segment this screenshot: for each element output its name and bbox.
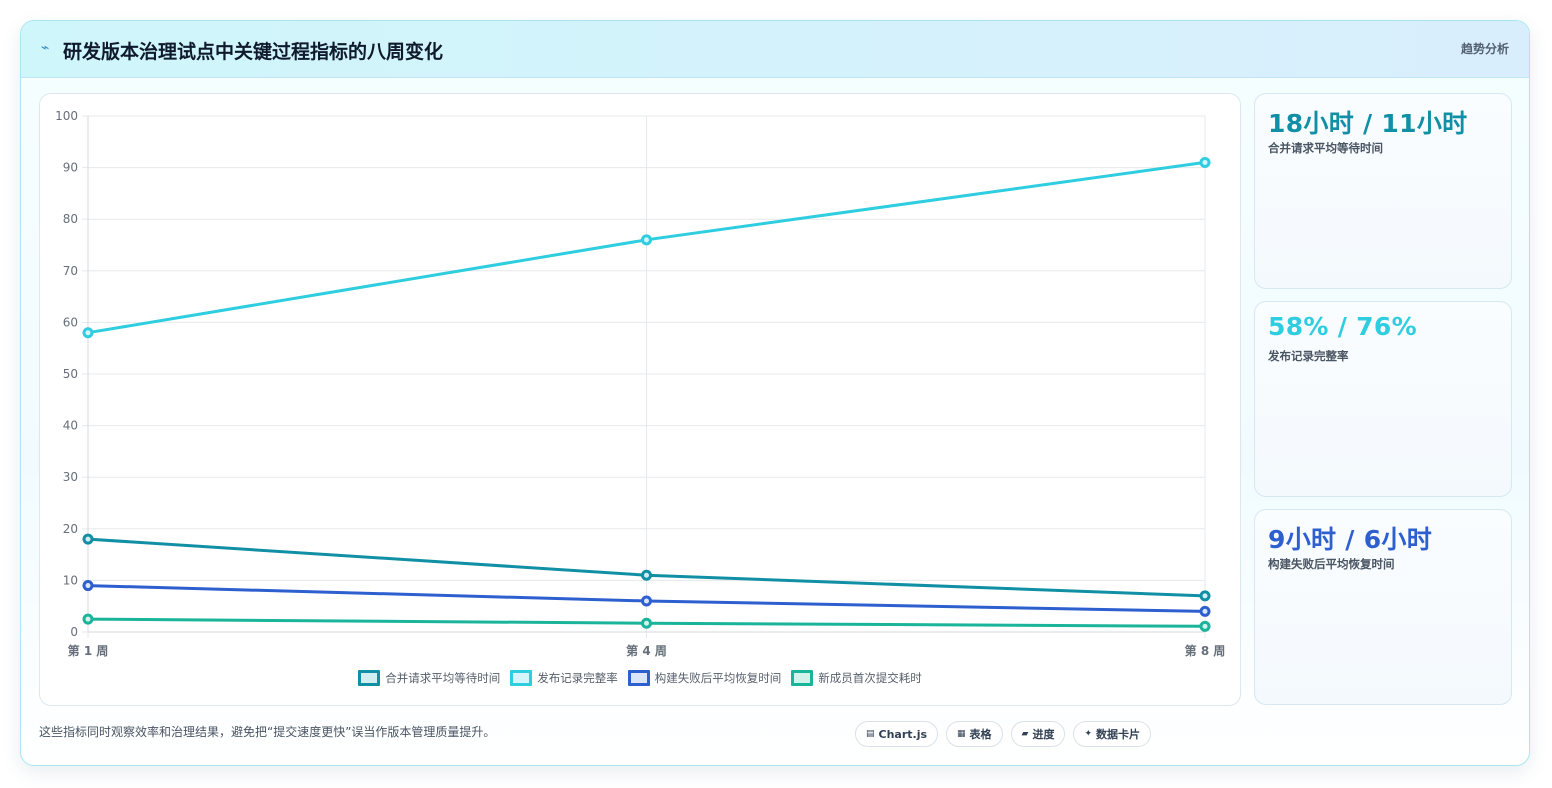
chart-icon: ▤: [866, 729, 875, 739]
y-tick-label: 10: [63, 573, 78, 587]
table-button[interactable]: ▦ 表格: [946, 721, 1003, 747]
y-tick-label: 0: [70, 625, 78, 639]
legend-label: 新成员首次提交耗时: [818, 671, 922, 685]
view-switcher: ▤ Chart.js ▦ 表格 ▰ 进度 ✦ 数据卡片: [855, 721, 1152, 747]
y-tick-label: 80: [63, 212, 78, 226]
data-point: [82, 580, 94, 592]
table-icon: ▦: [957, 729, 966, 739]
data-card-icon: ✦: [1084, 729, 1093, 739]
data-point: [1199, 156, 1211, 168]
data-point: [82, 613, 94, 625]
x-tick-label: 第 1 周: [68, 643, 109, 658]
stat-value: 9小时 / 6小时: [1268, 525, 1433, 554]
y-tick-label: 100: [55, 109, 78, 123]
pill-label: 进度: [1032, 728, 1055, 741]
data-point: [1199, 605, 1211, 617]
stat-card-merge-wait: 18小时 / 11小时 合并请求平均等待时间: [1254, 93, 1512, 289]
data-point: [82, 327, 94, 339]
chart-legend: 合并请求平均等待时间 发布记录完整率 构建失败后平均恢复时间 新成员首次提交耗时: [40, 668, 1240, 688]
progress-button[interactable]: ▰ 进度: [1010, 721, 1066, 747]
card-header: ⌁ 研发版本治理试点中关键过程指标的八周变化 趋势分析: [21, 21, 1529, 78]
data-point: [82, 533, 94, 545]
data-point: [641, 234, 652, 246]
data-card-button[interactable]: ✦ 数据卡片: [1073, 721, 1152, 747]
legend-item[interactable]: 新成员首次提交耗时: [791, 670, 922, 686]
legend-swatch: [791, 670, 814, 686]
y-tick-label: 60: [63, 315, 78, 329]
y-tick-label: 40: [63, 419, 78, 433]
data-point: [641, 595, 652, 607]
footnote: 这些指标同时观察效率和治理结果，避免把“提交速度更快”误当作版本管理质量提升。: [39, 725, 496, 739]
legend-label: 发布记录完整率: [537, 671, 618, 685]
trend-analysis-tag: 趋势分析: [1460, 42, 1509, 56]
dashboard-card: ⌁ 研发版本治理试点中关键过程指标的八周变化 趋势分析 0 10 20 30 40 50 6…: [20, 20, 1530, 766]
pill-label: 数据卡片: [1096, 728, 1141, 741]
stat-card-release-completeness: 58% / 76% 发布记录完整率: [1254, 301, 1512, 497]
y-tick-label: 30: [63, 470, 78, 484]
pill-label: Chart.js: [878, 727, 928, 741]
legend-swatch: [358, 670, 381, 686]
chart-panel: 0 10 20 30 40 50 60 70 80 90 100 第 1 周 第 4 周 第 8 周 合并…: [39, 93, 1241, 706]
x-tick-label: 第 8 周: [1185, 643, 1226, 658]
legend-label: 构建失败后平均恢复时间: [654, 671, 782, 685]
y-tick-label: 70: [63, 264, 78, 278]
data-point: [641, 617, 652, 629]
lightning-icon: ⌁: [41, 40, 50, 56]
legend-swatch: [510, 670, 533, 686]
pill-label: 表格: [969, 728, 992, 741]
stat-label: 合并请求平均等待时间: [1268, 141, 1383, 155]
y-tick-label: 90: [63, 161, 78, 175]
stat-value: 18小时 / 11小时: [1268, 109, 1468, 138]
stat-label: 构建失败后平均恢复时间: [1268, 557, 1395, 571]
page-title: 研发版本治理试点中关键过程指标的八周变化: [63, 41, 444, 63]
data-point: [641, 569, 652, 581]
stat-label: 发布记录完整率: [1268, 349, 1349, 363]
y-tick-label: 20: [63, 522, 78, 536]
y-tick-label: 50: [63, 367, 78, 381]
progress-icon: ▰: [1021, 729, 1029, 739]
stat-value: 58% / 76%: [1268, 312, 1417, 341]
legend-item[interactable]: 构建失败后平均恢复时间: [627, 670, 782, 686]
chartjs-button[interactable]: ▤ Chart.js: [855, 721, 939, 747]
legend-item[interactable]: 合并请求平均等待时间: [358, 670, 500, 686]
line-chart: 0 10 20 30 40 50 60 70 80 90 100 第 1 周 第 4 周 第 8 周: [55, 109, 1226, 658]
legend-swatch: [627, 670, 650, 686]
data-point: [1199, 590, 1211, 602]
legend-label: 合并请求平均等待时间: [385, 671, 501, 685]
x-tick-label: 第 4 周: [626, 643, 667, 658]
stat-card-build-recovery: 9小时 / 6小时 构建失败后平均恢复时间: [1254, 509, 1512, 705]
data-point: [1199, 620, 1211, 632]
legend-item[interactable]: 发布记录完整率: [510, 670, 618, 686]
